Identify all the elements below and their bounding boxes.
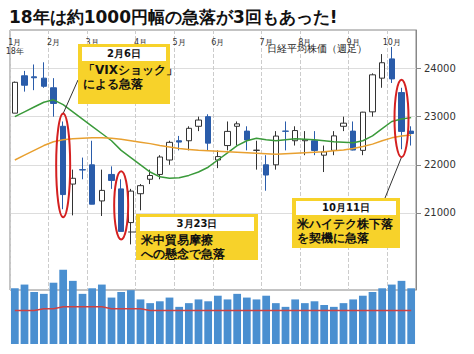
svg-text:3月23日: 3月23日 xyxy=(177,218,218,229)
svg-text:を契機に急落: を契機に急落 xyxy=(297,231,370,245)
svg-text:24000: 24000 xyxy=(424,63,456,74)
svg-text:10月: 10月 xyxy=(383,38,401,47)
svg-text:10月11日: 10月11日 xyxy=(322,202,370,213)
svg-text:18年: 18年 xyxy=(6,47,24,56)
svg-text:日経平均株価（週足）: 日経平均株価（週足） xyxy=(267,43,367,54)
svg-text:2月6日: 2月6日 xyxy=(107,48,141,59)
svg-text:6月: 6月 xyxy=(211,38,224,47)
svg-text:米中貿易摩擦: 米中貿易摩擦 xyxy=(140,233,214,247)
svg-text:23000: 23000 xyxy=(424,111,456,122)
svg-text:22000: 22000 xyxy=(424,159,456,170)
svg-text:2月: 2月 xyxy=(47,38,60,47)
svg-text:3月: 3月 xyxy=(85,38,99,47)
svg-text:への懸念で急落: への懸念で急落 xyxy=(140,247,226,261)
svg-text:「VIXショック」: 「VIXショック」 xyxy=(83,63,178,77)
svg-text:21000: 21000 xyxy=(424,207,456,218)
svg-text:4月: 4月 xyxy=(134,38,147,47)
svg-text:18年は約1000円幅の急落が3回もあった!: 18年は約1000円幅の急落が3回もあった! xyxy=(9,7,338,27)
svg-text:米ハイテク株下落: 米ハイテク株下落 xyxy=(296,217,394,231)
svg-text:による急落: による急落 xyxy=(83,77,144,91)
svg-text:5月: 5月 xyxy=(173,38,186,47)
svg-text:1月: 1月 xyxy=(8,38,21,47)
